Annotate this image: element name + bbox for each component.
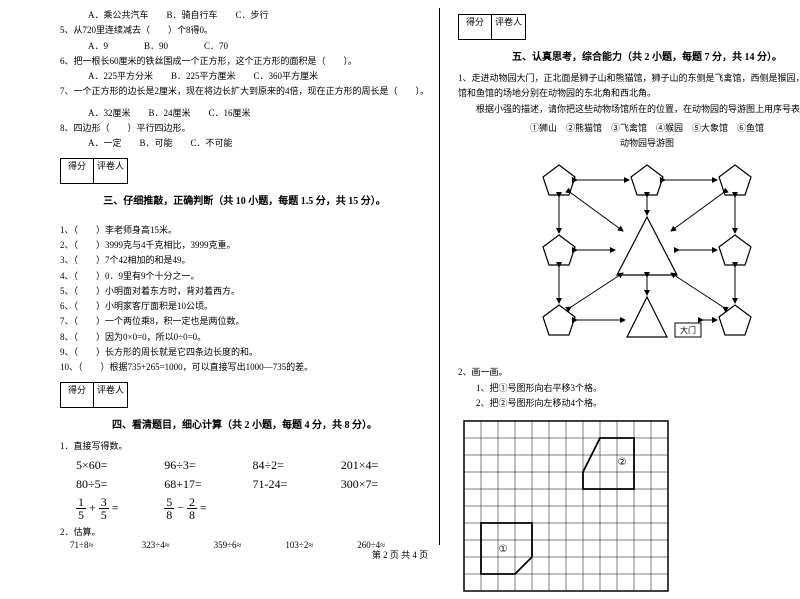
q6-options: A．225平方分米 B．225平方厘米 C．360平方厘米 xyxy=(60,69,429,84)
score-label: 得分 xyxy=(458,14,492,40)
grader-label: 评卷人 xyxy=(94,158,128,184)
score-box-3: 得分 评卷人 xyxy=(60,158,128,184)
q6: 6、把一根长60厘米的铁丝围成一个正方形，这个正方形的面积是（ ）。 xyxy=(60,54,429,69)
left-column: A．乘公共汽车 B．骑自行车 C．步行 5、从720里连续减去（ ）个8得0。 … xyxy=(50,8,440,545)
judge-6: 6、（ ）小明家客厅面积是10公顷。 xyxy=(60,299,429,314)
draw-1: 1、把①号图形向右平移3个格。 xyxy=(458,381,800,396)
grid-diagram: ②① xyxy=(458,415,800,599)
judge-8: 8、（ ）因为0×0=0，所以0÷0=0。 xyxy=(60,330,429,345)
zoo-legend: ①狮山 ②熊猫馆 ③飞禽馆 ④猴园 ⑤大象馆 ⑥鱼馆 xyxy=(458,121,800,136)
section-4-title: 四、看清题目，细心计算（共 2 小题，每题 4 分，共 8 分）。 xyxy=(60,416,429,431)
score-label: 得分 xyxy=(60,382,94,408)
calc-cell: 71-24= xyxy=(253,477,341,492)
judge-2: 2、（ ）3999克与4千克相比，3999克重。 xyxy=(60,238,429,253)
calc-cell: 5×60= xyxy=(76,458,164,473)
judge-4: 4、（ ）0．9里有9个十分之一。 xyxy=(60,269,429,284)
score-box-4: 得分 评卷人 xyxy=(60,382,128,408)
right-column: 得分 评卷人 五、认真思考，综合能力（共 2 小题，每题 7 分，共 14 分）… xyxy=(444,8,800,545)
judge-9: 9、（ ）长方形的周长就是它四条边长度的和。 xyxy=(60,345,429,360)
section-3-title: 三、仔细推敲，正确判断（共 10 小题，每题 1.5 分，共 15 分）。 xyxy=(60,192,429,207)
q7-options: A．32厘米 B．24厘米 C．16厘米 xyxy=(60,106,429,121)
zoo-map-title: 动物园导游图 xyxy=(458,136,800,151)
calc-cell: 68+17= xyxy=(164,477,252,492)
judge-7: 7、（ ）一个两位乘8，积一定也是两位数。 xyxy=(60,314,429,329)
gate-label: 大门 xyxy=(680,325,696,335)
judge-3: 3、（ ）7个42相加的和是49。 xyxy=(60,253,429,268)
q8-options: A．一定 B．可能 C．不可能 xyxy=(60,136,429,151)
score-box-5: 得分 评卷人 xyxy=(458,14,526,40)
q5-options: A．9 B．90 C．70 xyxy=(60,39,429,54)
draw-2: 2、把②号图形向左移动4个格。 xyxy=(458,396,800,411)
grader-label: 评卷人 xyxy=(94,382,128,408)
frac-expr-2: 58 − 28 = xyxy=(164,496,252,521)
judge-5: 5、（ ）小明面对着东方时，背对着西方。 xyxy=(60,284,429,299)
judge-10: 10、（ ）根据735+265=1000，可以直接写出1000—735的差。 xyxy=(60,360,429,375)
calc-cell: 300×7= xyxy=(341,477,429,492)
zoo-desc-1: 1、走进动物园大门，正北面是狮子山和熊猫馆，狮子山的东侧是飞禽馆，西侧是猴园，大… xyxy=(458,71,800,86)
q5: 5、从720里连续减去（ ）个8得0。 xyxy=(60,23,429,38)
q7: 7、一个正方形的边长是2厘米，现在将边长扩大到原来的4倍，现在正方形的周长是（ … xyxy=(60,84,429,99)
svg-text:②: ② xyxy=(618,458,627,469)
calc-1-title: 1．直接写得数。 xyxy=(60,439,429,454)
calc-2-title: 2．估算。 xyxy=(60,525,429,540)
draw-title: 2、画一画。 xyxy=(458,365,800,380)
zoo-desc-3: 根据小强的描述，请你把这些动物场馆所在的位置，在动物园的导游图上用序号表示出来。 xyxy=(458,102,800,117)
zoo-diagram: 大门 xyxy=(517,157,777,359)
grader-label: 评卷人 xyxy=(492,14,526,40)
q4-options: A．乘公共汽车 B．骑自行车 C．步行 xyxy=(60,8,429,23)
section-5-title: 五、认真思考，综合能力（共 2 小题，每题 7 分，共 14 分）。 xyxy=(458,48,800,63)
score-label: 得分 xyxy=(60,158,94,184)
judge-1: 1、（ ）李老师身高15米。 xyxy=(60,223,429,238)
calc-cell: 80÷5= xyxy=(76,477,164,492)
q8: 8、四边形（ ）平行四边形。 xyxy=(60,121,429,136)
page-footer: 第 2 页 共 4 页 xyxy=(0,548,800,561)
calc-cell: 96÷3= xyxy=(164,458,252,473)
calc-cell: 201×4= xyxy=(341,458,429,473)
frac-expr-1: 15 + 35 = xyxy=(76,496,164,521)
zoo-desc-2: 馆和鱼馆的场地分别在动物园的东北角和西北角。 xyxy=(458,86,800,101)
calc-cell: 84÷2= xyxy=(253,458,341,473)
